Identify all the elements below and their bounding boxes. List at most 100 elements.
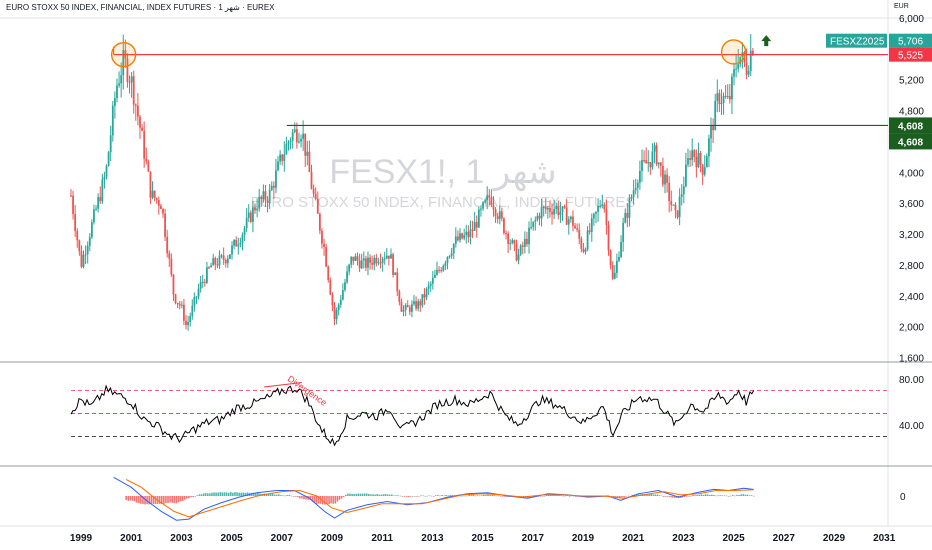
candle-body [691,150,694,161]
macd-histogram-bar [558,495,560,496]
macd-histogram-bar [265,493,268,496]
candle-body [193,297,196,306]
macd-histogram-bar [280,495,282,496]
macd-histogram-bar [407,496,410,498]
candle-body [467,231,470,238]
candle-body [563,206,566,208]
macd-histogram-bar [449,495,452,496]
candle-body [599,205,602,207]
macd-histogram-bar [181,496,184,501]
candle-body [718,93,721,105]
macd-histogram-group [125,491,755,505]
candle-body [310,172,313,189]
candle-body [542,206,545,208]
macd-histogram-bar [405,496,408,497]
macd-histogram-bar [441,495,443,496]
candle-body [392,254,394,275]
time-axis-tick: 2001 [120,533,143,544]
macd-histogram-bar [252,492,255,496]
macd-histogram-bar [570,495,573,497]
candle-body [647,162,650,164]
macd-histogram-bar [750,495,753,496]
candle-body [339,299,342,305]
candle-body [436,269,438,275]
candle-body [463,235,466,239]
candle-body [701,164,704,175]
candle-body [289,140,292,143]
price-axis-tick: 4,000 [899,168,924,179]
candle-body [586,230,589,250]
candle-body [475,222,478,228]
candle-body [216,264,219,266]
candle-body [383,258,386,260]
candle-body [408,307,411,312]
macd-histogram-bar [384,494,387,496]
macd-histogram-bar [125,496,127,500]
macd-histogram-bar [675,496,678,499]
ticker-label-bg [826,33,887,48]
candle-body [425,288,428,298]
macd-histogram-bar [464,495,466,497]
macd-histogram-bar [497,495,500,497]
time-axis-tick: 2003 [170,533,193,544]
candle-body [231,245,233,255]
price-axis-tick: 6,000 [899,14,924,25]
candle-body [387,255,390,259]
candle-body [471,229,474,231]
macd-histogram-bar [273,494,276,496]
macd-histogram-bar [269,494,272,496]
macd-histogram-bar [234,492,236,496]
macd-histogram-bar [391,494,393,496]
macd-histogram-bar [213,492,215,496]
candle-body [417,301,420,309]
candle-body [157,199,160,206]
candle-body [728,96,731,100]
macd-histogram-bar [658,495,661,496]
macd-histogram-bar [690,495,692,497]
candle-body [630,197,633,199]
candle-body [145,158,148,162]
candle-body [70,195,72,197]
candle-body [557,205,560,215]
macd-histogram-bar [706,494,709,496]
candle-body [109,135,112,153]
candle-body [697,152,700,168]
candle-body [264,191,267,201]
macd-histogram-bar [637,493,640,496]
macd-histogram-bar [403,496,406,497]
candle-body [578,229,581,239]
candle-body [751,50,754,55]
candles-group [70,34,754,331]
macd-histogram-bar [342,496,345,498]
candle-body [653,145,656,152]
candle-body [427,285,430,289]
macd-histogram-bar [539,495,542,497]
macd-histogram-bar [430,495,433,497]
candle-body [632,190,635,198]
candle-body [346,271,348,283]
macd-histogram-bar [466,495,468,497]
macd-histogram-bar [746,494,749,496]
candle-body [189,315,192,322]
candle-body [722,96,725,103]
macd-histogram-bar [395,495,397,496]
candle-body [465,231,468,236]
time-axis-tick: 2013 [421,533,444,544]
candle-body [122,50,125,76]
macd-histogram-bar [135,496,138,503]
candle-body [739,56,742,65]
candle-body [733,69,735,77]
macd-histogram-bar [229,491,232,496]
candle-body [745,62,748,75]
candle-body [93,209,95,223]
macd-histogram-bar [610,496,613,497]
macd-histogram-bar [150,496,153,504]
candle-body [551,211,553,215]
candle-body [603,204,606,210]
candle-body [703,167,706,175]
candle-body [348,264,351,272]
macd-histogram-bar [426,495,429,497]
macd-histogram-bar [311,496,314,502]
macd-histogram-bar [480,495,483,496]
